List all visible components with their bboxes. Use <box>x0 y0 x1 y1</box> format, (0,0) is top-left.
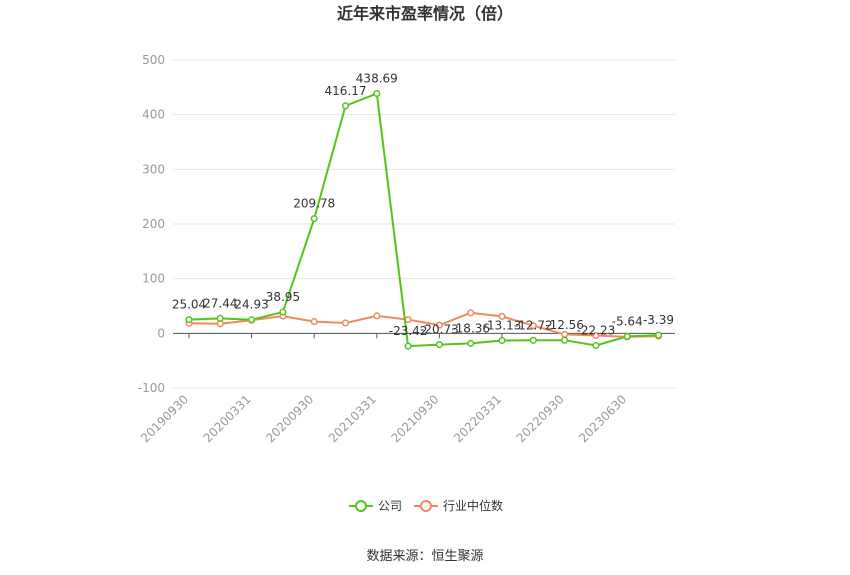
data-label: 209.78 <box>293 197 335 211</box>
data-label: 25.04 <box>172 298 206 312</box>
legend-item-0[interactable]: 公司 <box>349 499 402 513</box>
series-1-point[interactable] <box>404 316 412 324</box>
y-tick-label: 400 <box>142 108 165 122</box>
data-label: -12.72 <box>514 318 553 332</box>
series-0-point[interactable] <box>623 332 631 340</box>
legend-label: 行业中位数 <box>443 498 503 513</box>
series-0-point[interactable] <box>498 336 506 345</box>
data-label: -13.13 <box>483 319 522 333</box>
x-tick-label: 20220331 <box>451 392 504 445</box>
series-1-point[interactable] <box>467 309 475 317</box>
x-tick-label: 20210930 <box>388 392 441 445</box>
data-label: -12.56 <box>545 318 584 332</box>
series-0-point[interactable] <box>592 341 600 350</box>
series-1-point[interactable] <box>561 330 569 338</box>
data-label: -20.73 <box>420 323 459 337</box>
series-0-point[interactable] <box>435 341 443 349</box>
series-layer <box>185 89 663 350</box>
series-1-point[interactable] <box>341 319 350 327</box>
y-axis: -100 0 100 200 300 400 500 <box>138 53 165 395</box>
x-tick-label: 20190930 <box>138 392 191 445</box>
x-tick-label: 20200930 <box>263 392 316 445</box>
series-0-point[interactable] <box>341 102 350 110</box>
data-label: 416.17 <box>325 84 367 98</box>
series-0-point[interactable] <box>216 314 224 322</box>
series-line-0 <box>188 92 659 348</box>
series-1-point[interactable] <box>310 318 318 326</box>
series-0-point[interactable] <box>248 316 256 324</box>
data-label: 38.95 <box>266 290 300 304</box>
data-source-note: 数据来源：恒生聚源 <box>366 549 483 564</box>
legend-marker <box>420 500 432 512</box>
x-tick-label: 20200331 <box>201 392 254 445</box>
grid-lines <box>173 59 675 389</box>
data-label: -23.42 <box>389 324 428 338</box>
legend-item-1[interactable]: 行业中位数 <box>414 498 503 513</box>
series-0-point[interactable] <box>404 342 412 350</box>
data-label: 27.44 <box>203 296 237 310</box>
series-1-point[interactable] <box>592 331 600 340</box>
data-label: -3.39 <box>643 313 674 327</box>
series-0-point[interactable] <box>654 331 663 339</box>
series-0-point[interactable] <box>467 339 475 347</box>
legend-marker <box>355 500 367 512</box>
y-tick-label: 500 <box>142 53 165 67</box>
series-0-point[interactable] <box>561 336 569 344</box>
series-0-point[interactable] <box>373 89 381 98</box>
x-tick-label: 20210331 <box>326 392 379 445</box>
data-label: -18.36 <box>451 321 490 335</box>
y-tick-label: 100 <box>142 272 165 286</box>
y-tick-label: 0 <box>157 326 165 340</box>
data-label: 24.93 <box>234 298 268 312</box>
series-0-point[interactable] <box>185 316 193 324</box>
series-0-point[interactable] <box>279 308 287 316</box>
data-label: -5.64 <box>612 314 643 328</box>
y-tick-label: -100 <box>138 381 165 395</box>
series-1-point[interactable] <box>435 321 443 329</box>
data-label: -22.23 <box>577 323 616 337</box>
y-tick-label: 200 <box>142 217 165 231</box>
data-label: 438.69 <box>356 72 398 86</box>
series-1-point[interactable] <box>373 312 381 320</box>
x-tick-label: 20220930 <box>514 392 567 445</box>
series-1-point[interactable] <box>498 312 506 320</box>
series-line-1 <box>188 311 659 338</box>
legend-label: 公司 <box>378 499 402 513</box>
series-1-point[interactable] <box>529 322 537 330</box>
x-tick-label: 20230630 <box>576 392 629 445</box>
chart-title: 近年来市盈率情况（倍） <box>337 4 513 23</box>
series-0-point[interactable] <box>529 336 537 344</box>
y-tick-label: 300 <box>142 162 165 176</box>
x-axis: 20190930 20200331 20200930 20210331 20210930… <box>138 332 675 445</box>
series-0-point[interactable] <box>310 215 318 223</box>
legend[interactable]: 公司 行业中位数 <box>349 498 503 513</box>
